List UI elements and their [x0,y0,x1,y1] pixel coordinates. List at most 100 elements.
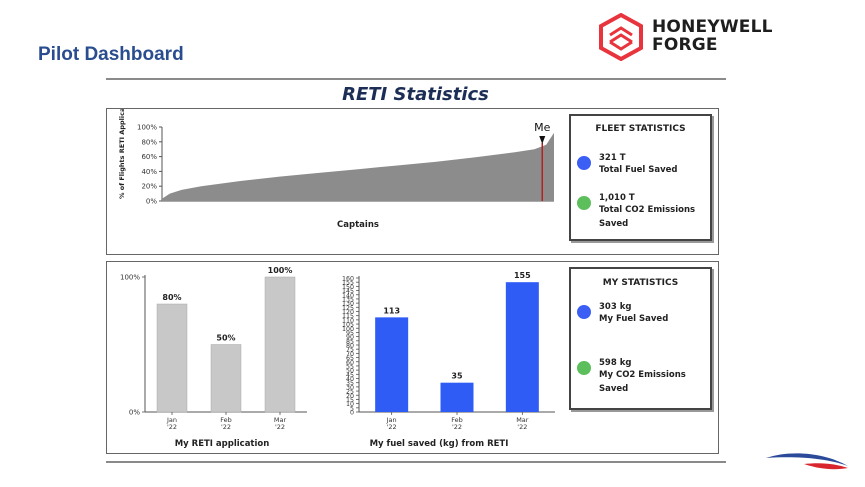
my-panel: 0% 100% 80% 50% 100% Jan '22 Feb '22 Mar '22 My … [106,261,719,454]
fuel-saved-chart: 0510152025303540455055606570758085909510… [342,271,555,449]
bar1-bar-value-label: 100% [268,266,293,275]
area-y-tick-label: 80% [141,138,157,146]
bar2-y-tick-label: 140 [342,292,354,299]
fleet-fuel-label: Total Fuel Saved [599,165,678,175]
bar2-y-tick-label: 45 [346,372,354,379]
bar2-y-tick-label: 125 [342,305,354,312]
green-dot-icon [577,361,591,375]
bar2-y-tick-label: 65 [346,355,354,362]
bar2-x-tick-label-month: Mar [516,416,529,424]
bar2-y-tick-label: 100 [342,326,354,333]
area-y-tick-label: 20% [141,183,157,191]
bar2-y-tick-label: 160 [342,276,354,283]
fleet-statistics-heading: FLEET STATISTICS [595,124,686,134]
my-stat-fuel: 303 kg My Fuel Saved [571,301,710,341]
airline-swoosh-logo [766,453,848,470]
bar2-y-tick-label: 70 [346,351,354,358]
fleet-stat-fuel: 321 T Total Fuel Saved [571,152,710,192]
area-series [162,132,554,201]
bar1-bar-value-label: 50% [216,334,235,343]
bar2-x-tick-label-year: '22 [517,423,527,431]
blue-dot-icon [577,305,591,319]
my-co2-label-2: Saved [599,384,629,394]
my-fuel-value: 303 kg [599,302,632,312]
reti-application-chart-title: My RETI application [175,439,270,449]
bar2-y-tick-label: 60 [346,359,354,366]
my-fuel-label: My Fuel Saved [599,314,669,324]
bar2-y-tick-label: 30 [346,384,354,391]
bar2-y-tick-label: 80 [346,343,354,350]
bar2-y-tick-label: 145 [342,288,354,295]
bar2-x-tick-label-year: '22 [452,423,462,431]
bar2-y-tick-label: 25 [346,389,354,396]
bar2-bar [440,382,474,412]
bar2-y-tick-label: 95 [346,330,354,337]
bar1-bar-value-label: 80% [162,293,181,302]
my-statistics-box: MY STATISTICS 303 kg My Fuel Saved 598 k… [569,267,712,410]
fleet-co2-label-2: Saved [599,219,629,229]
bar2-y-tick-label: 75 [346,347,354,354]
my-statistics-heading: MY STATISTICS [602,278,679,288]
bottom-divider [106,461,726,463]
brand-line-2: FORGE [652,35,718,55]
hexagon-logo-icon [599,12,643,62]
bar2-y-tick-label: 0 [350,410,354,417]
bar1-bar [210,344,242,413]
bar1-bar [156,303,188,413]
bar2-y-tick-label: 50 [346,368,354,375]
bar2-bar [505,282,539,412]
bar1-x-tick-label-month: Feb [220,416,232,424]
top-divider [106,78,726,80]
bar2-y-tick-label: 15 [346,397,354,404]
bar2-y-tick-label: 85 [346,338,354,345]
bar2-y-tick-label: 105 [342,322,354,329]
bar2-y-tick-label: 120 [342,309,354,316]
bar2-bar-value-label: 35 [451,372,463,381]
brand-line-1: HONEYWELL [652,17,773,37]
bar1-x-tick-label-year: '22 [275,423,285,431]
bar1-x-tick-label-month: Jan [166,416,177,424]
bar2-y-tick-label: 55 [346,363,354,370]
bar2-bar-value-label: 155 [514,271,531,280]
me-marker-label: Me [534,121,550,134]
bar2-bar [375,317,409,412]
area-y-tick-label: 60% [141,153,157,161]
captains-area-chart: % of Flights RETI Application 0% 20% 40% 60… [118,109,554,230]
bar1-y-tick-label: 0% [129,409,140,417]
fleet-fuel-value: 321 T [599,153,626,163]
fleet-co2-value: 1,010 T [599,193,635,203]
my-co2-value: 598 kg [599,358,632,368]
bar2-y-tick-label: 35 [346,380,354,387]
area-x-axis-label: Captains [337,220,379,230]
bar1-bar [264,276,296,413]
fuel-saved-chart-title: My fuel saved (kg) from RETI [370,439,509,449]
bar2-bar-value-label: 113 [383,306,400,315]
bar1-y-tick-label: 100% [120,274,140,282]
fleet-stat-co2: 1,010 T Total CO2 Emissions Saved [571,192,710,232]
area-y-tick-label: 40% [141,168,157,176]
bar1-x-tick-label-year: '22 [167,423,177,431]
area-y-axis-label: % of Flights RETI Application [118,109,126,199]
bar2-y-tick-label: 90 [346,334,354,341]
bar2-y-tick-label: 130 [342,301,354,308]
bar2-y-tick-label: 115 [342,313,354,320]
area-y-tick-label: 0% [146,198,157,206]
fleet-statistics-box: FLEET STATISTICS 321 T Total Fuel Saved … [569,114,712,241]
bar2-y-tick-label: 155 [342,280,354,287]
my-co2-label: My CO2 Emissions [599,370,686,380]
bar2-y-tick-label: 10 [346,401,354,408]
fleet-panel: % of Flights RETI Application 0% 20% 40% 60… [106,108,719,255]
bar2-x-tick-label-month: Feb [451,416,463,424]
section-title: RETI Statistics [342,84,489,105]
bar2-y-tick-label: 150 [342,284,354,291]
bar1-x-tick-label-month: Mar [274,416,287,424]
bar2-x-tick-label-year: '22 [387,423,397,431]
area-y-tick-label: 100% [137,124,157,132]
fleet-co2-label: Total CO2 Emissions [599,205,696,215]
bar1-x-tick-label-year: '22 [221,423,231,431]
bar2-y-tick-label: 110 [342,317,354,324]
me-marker-arrow-icon [539,136,546,144]
bar2-x-tick-label-month: Jan [386,416,397,424]
blue-dot-icon [577,156,591,170]
